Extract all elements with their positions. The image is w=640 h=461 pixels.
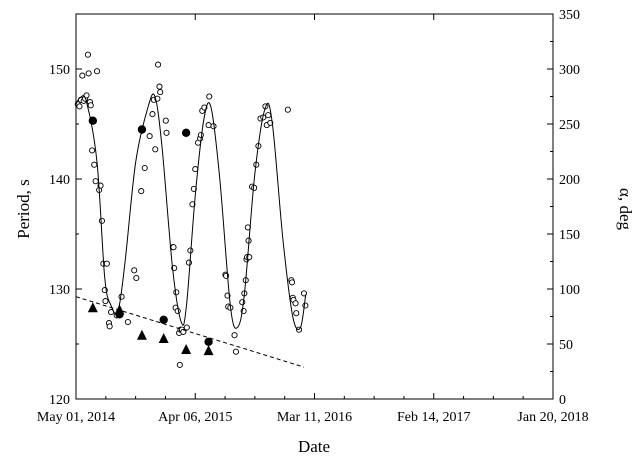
period-point: [124, 318, 131, 326]
period-point: [138, 188, 145, 195]
period-point: [102, 298, 109, 305]
period-point: [85, 70, 92, 77]
period-point: [146, 133, 153, 140]
y-tick-label: 140: [49, 173, 70, 188]
x-tick-label: Feb 14, 2017: [397, 410, 471, 425]
y2-tick-label: 0: [559, 393, 566, 408]
period-point: [84, 51, 91, 58]
period-point: [192, 166, 199, 173]
period-point: [170, 244, 177, 251]
period-point: [152, 146, 159, 153]
period-point: [76, 103, 83, 110]
x-tick-label: Apr 06, 2015: [158, 410, 232, 425]
period-point: [133, 274, 140, 282]
period-point: [103, 260, 110, 267]
period-point: [98, 217, 106, 224]
period-point: [206, 93, 213, 100]
period-point: [149, 111, 156, 118]
period-point: [157, 89, 164, 96]
alpha-circle-point: [204, 337, 213, 346]
period-point: [162, 117, 169, 124]
trend-line: [75, 296, 305, 368]
plot-area: [74, 51, 309, 368]
y2-tick-label: 200: [559, 173, 580, 188]
period-point: [183, 324, 190, 331]
y2-tick-label: 50: [559, 338, 573, 353]
x-tick-label: Jan 20, 2018: [517, 410, 588, 425]
alpha-triangle-point: [87, 302, 98, 313]
alpha-triangle-point: [181, 344, 192, 354]
x-tick-label: Mar 11, 2016: [277, 410, 352, 425]
period-point: [293, 310, 300, 317]
x-axis-title: Date: [298, 437, 330, 456]
period-point: [89, 147, 96, 154]
plot-frame: [75, 13, 554, 400]
period-point: [87, 102, 94, 109]
period-point: [205, 122, 212, 129]
period-point: [197, 131, 204, 139]
period-point: [163, 129, 170, 136]
period-point: [292, 300, 299, 307]
period-point: [93, 68, 101, 75]
y-tick-label: 150: [49, 63, 70, 78]
alpha-triangle-point: [203, 345, 214, 356]
period-point: [302, 302, 309, 309]
period-point: [79, 72, 86, 79]
period-point: [131, 267, 138, 274]
alpha-triangle-point: [136, 329, 147, 340]
period-point: [232, 348, 239, 355]
y2-axis-title: α, deg: [616, 188, 635, 230]
period-point: [156, 83, 163, 90]
period-point: [176, 361, 183, 368]
axes: May 01, 2014 Apr 06, 2015 Mar 11, 2016 Feb …: [37, 8, 589, 425]
period-point: [185, 259, 192, 266]
period-point: [91, 161, 98, 168]
period-point: [251, 184, 258, 191]
y2-tick-label: 150: [559, 228, 580, 243]
alpha-triangle-point: [158, 333, 169, 343]
y-tick-label: 130: [49, 283, 70, 298]
alpha-circle-point: [159, 315, 168, 324]
period-point: [118, 293, 125, 300]
period-point: [173, 289, 180, 296]
period-point: [284, 106, 291, 113]
y2-tick-label: 100: [559, 283, 580, 298]
period-point: [106, 323, 113, 330]
period-point: [289, 279, 296, 286]
y-axis-title: Period, s: [14, 179, 33, 239]
fit-curve: [75, 93, 307, 331]
y-tick-label: 120: [49, 393, 70, 408]
alpha-triangle-point: [114, 304, 125, 315]
period-point: [92, 178, 99, 185]
period-point: [141, 164, 148, 172]
y2-tick-label: 250: [559, 118, 580, 133]
period-point: [155, 61, 162, 68]
y2-tick-label: 300: [559, 63, 580, 78]
alpha-circle-point: [181, 128, 191, 137]
period-point: [231, 332, 238, 339]
period-point: [190, 185, 197, 192]
y2-tick-label: 350: [559, 8, 580, 23]
period-point: [189, 201, 196, 208]
period-point: [265, 112, 272, 119]
x-tick-label: May 01, 2014: [37, 410, 115, 425]
